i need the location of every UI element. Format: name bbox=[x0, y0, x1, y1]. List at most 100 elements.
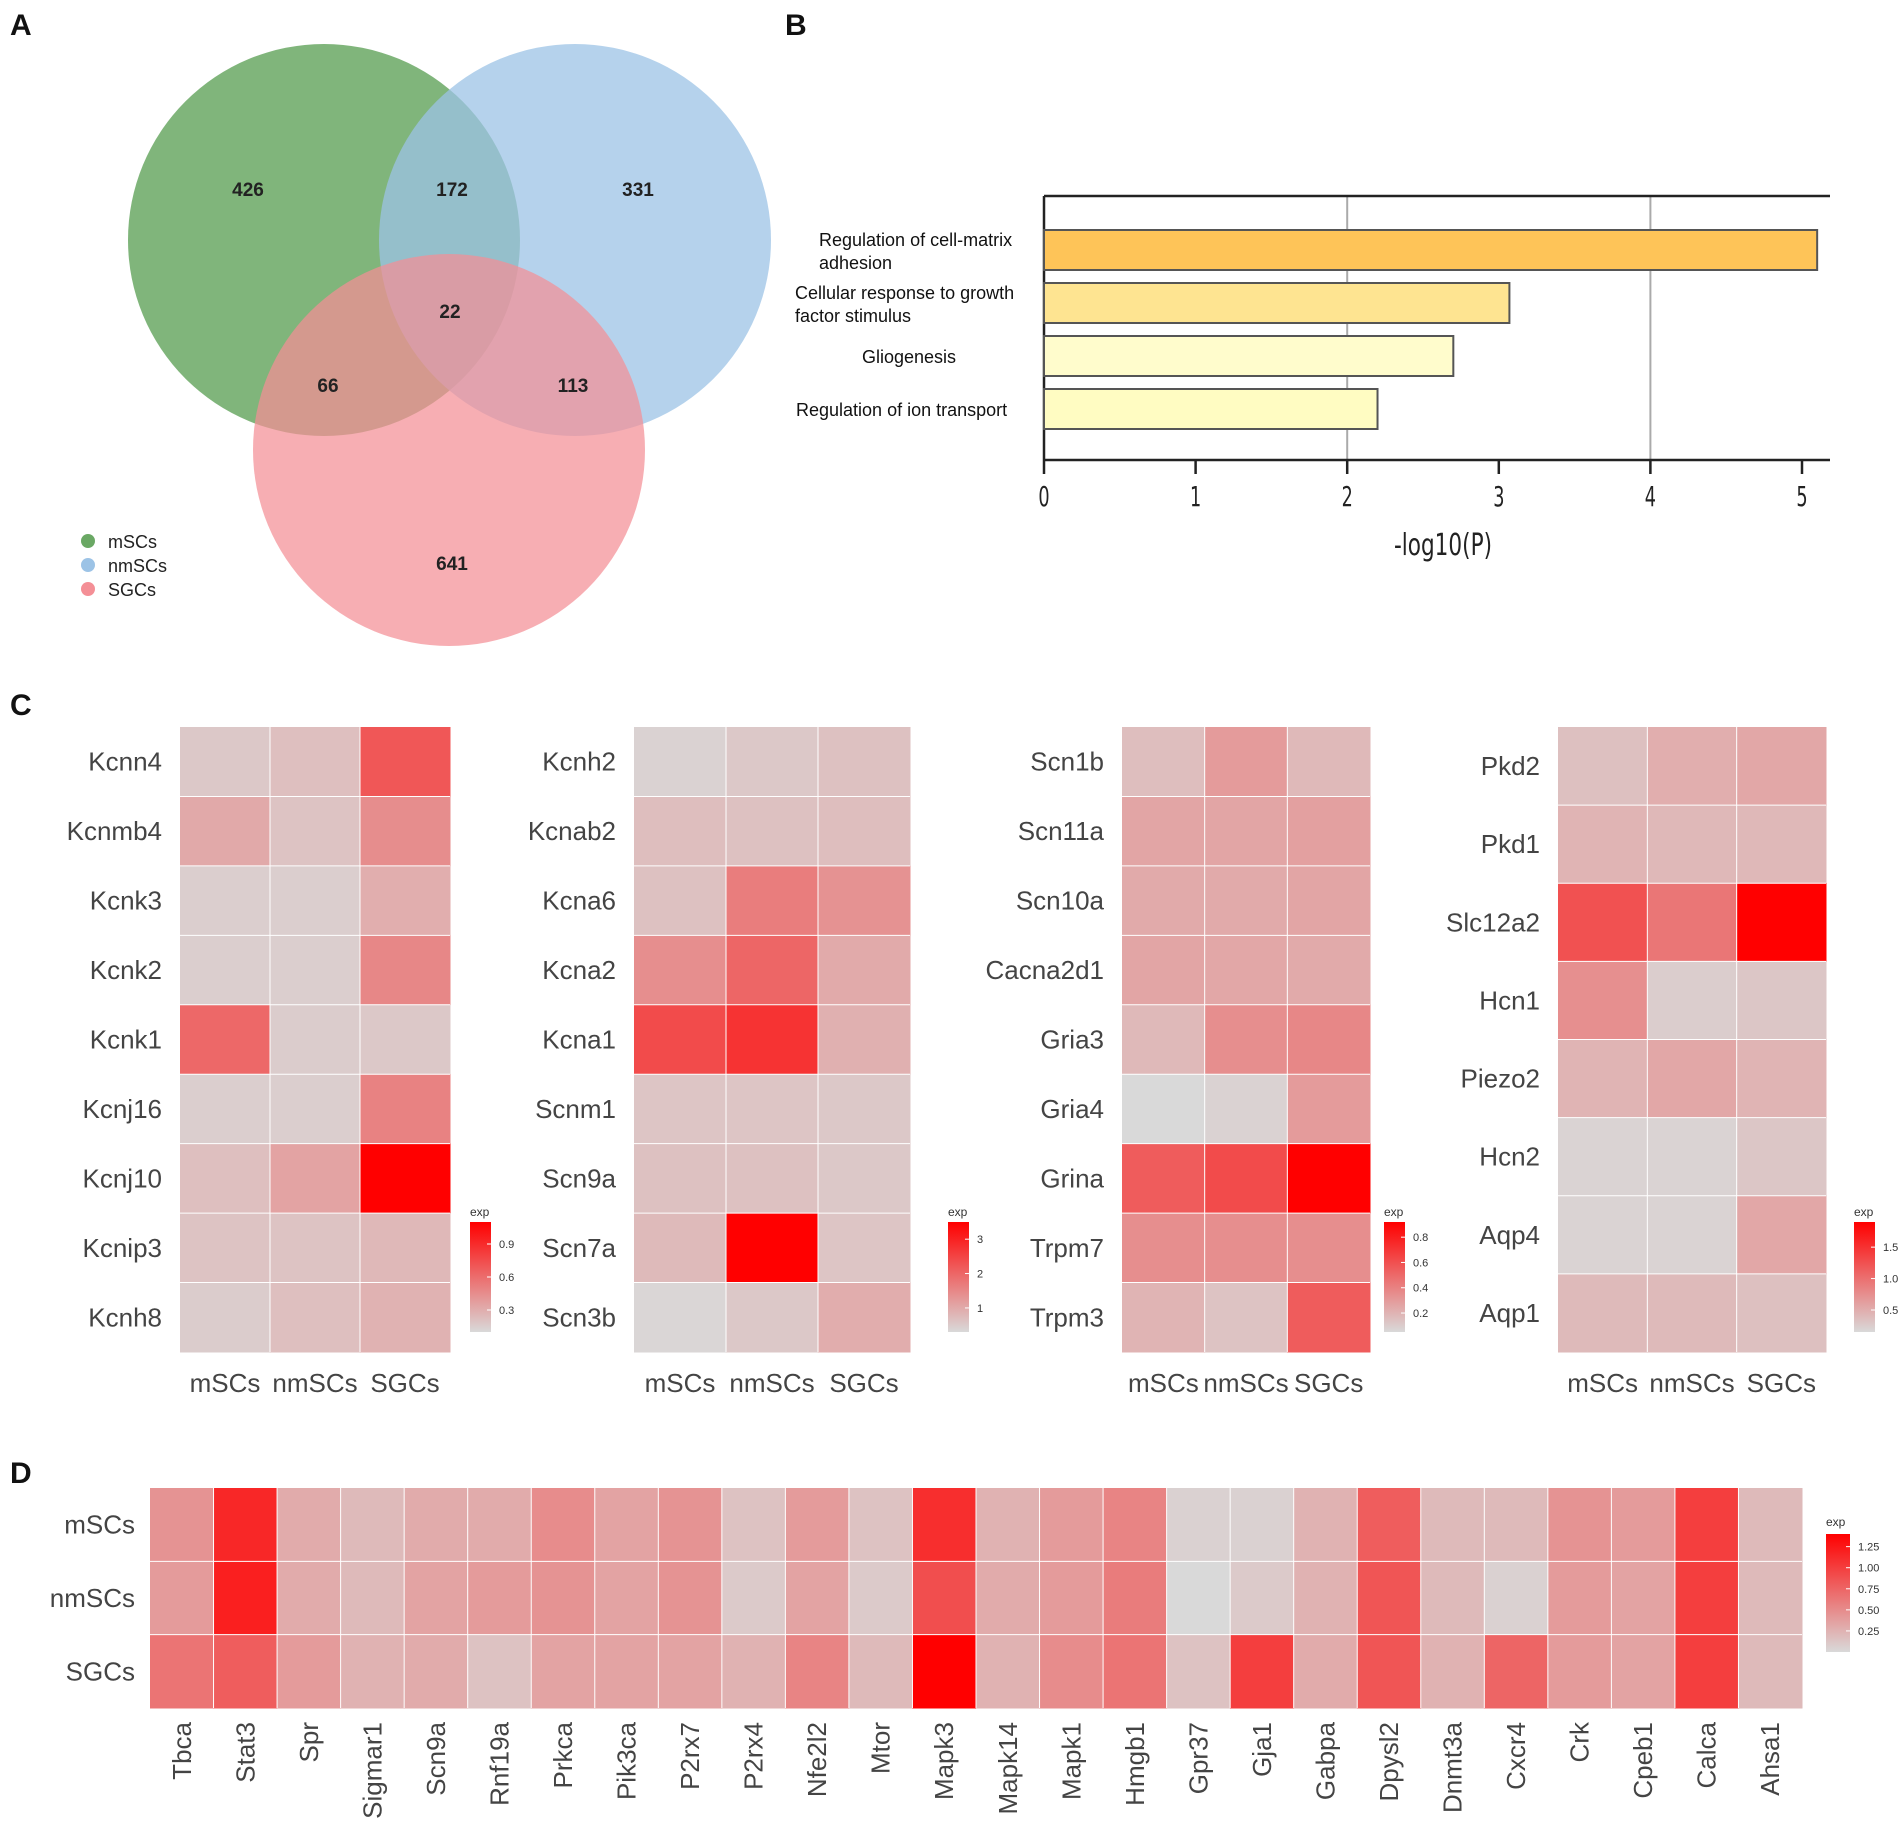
c4-cell-slc12a2-nmscs bbox=[1647, 883, 1738, 962]
c3-row-label: Scn1b bbox=[1030, 747, 1104, 777]
d-cell-sgcs-calca bbox=[1674, 1634, 1739, 1709]
d-cell-mscs-cxcr4 bbox=[1484, 1488, 1549, 1562]
d-cell-nmscs-gpr37 bbox=[1166, 1561, 1231, 1636]
c1-cell-kcnn4-sgcs bbox=[360, 727, 451, 797]
d-cell-nmscs-sigmar1 bbox=[340, 1561, 405, 1636]
d-cell-nmscs-stat3 bbox=[213, 1561, 278, 1636]
c1-row-label: Kcnip3 bbox=[83, 1233, 163, 1263]
c1-cell-kcnk2-sgcs bbox=[360, 935, 451, 1006]
d-cell-mscs-p2rx7 bbox=[658, 1488, 723, 1562]
c4-row-label: Hcn2 bbox=[1479, 1142, 1540, 1172]
bar-4 bbox=[1043, 388, 1379, 430]
c4-cell-pkd1-mscs bbox=[1558, 805, 1648, 884]
c3-cell-trpm3-nmscs bbox=[1204, 1282, 1288, 1353]
d-cell-mscs-rnf19a bbox=[467, 1488, 532, 1562]
c1-legend-bar bbox=[470, 1222, 491, 1332]
x-axis-title: -log10(P) bbox=[1394, 529, 1492, 563]
c3-cell-gria3-mscs bbox=[1122, 1004, 1206, 1075]
d-cell-mscs-dnmt3a bbox=[1420, 1488, 1485, 1562]
c2-row-label: Scn9a bbox=[542, 1163, 616, 1193]
c3-legend-tick-label: 0.8 bbox=[1413, 1232, 1428, 1244]
d-cell-nmscs-nfe2l2 bbox=[785, 1561, 850, 1636]
d-cell-mscs-pik3ca bbox=[594, 1488, 659, 1562]
legend-label-sgcs: SGCs bbox=[108, 580, 156, 600]
d-cell-sgcs-mapk3 bbox=[912, 1634, 977, 1709]
c1-cell-kcnk1-sgcs bbox=[360, 1004, 451, 1075]
c1-col-label: nmSCs bbox=[272, 1368, 357, 1398]
heatmap-c2: Kcnh2 Kcnab2 Kcna6 Kcna2 Kcna1 Scnm1 Scn9a Scn7… bbox=[528, 727, 983, 1398]
c3-cell-trpm3-mscs bbox=[1122, 1282, 1206, 1353]
d-row-label: mSCs bbox=[64, 1510, 135, 1540]
d-cell-mscs-gabpa bbox=[1293, 1488, 1358, 1562]
d-col-label: Gpr37 bbox=[1183, 1722, 1213, 1794]
c1-row-label: Kcnk2 bbox=[90, 955, 162, 985]
venn-count-sgcs-only: 641 bbox=[436, 554, 468, 575]
c1-cell-kcnj16-mscs bbox=[180, 1074, 271, 1145]
c2-row-label: Kcna2 bbox=[542, 955, 616, 985]
c3-legend-tick-label: 0.2 bbox=[1413, 1308, 1428, 1320]
c4-cell-pkd2-mscs bbox=[1558, 727, 1648, 806]
d-cell-sgcs-pik3ca bbox=[594, 1634, 659, 1709]
d-cell-sgcs-p2rx4 bbox=[721, 1634, 786, 1709]
x-tick-label-0: 0 bbox=[1038, 481, 1049, 513]
d-col-label: Spr bbox=[294, 1722, 324, 1763]
c3-cell-scn11a-mscs bbox=[1122, 796, 1206, 867]
c3-cell-grina-mscs bbox=[1122, 1143, 1206, 1214]
c4-cell-aqp4-nmscs bbox=[1647, 1195, 1738, 1275]
d-col-label: Dpysl2 bbox=[1374, 1722, 1404, 1801]
c2-cell-scn3b-nmscs bbox=[726, 1282, 819, 1353]
d-cell-sgcs-cxcr4 bbox=[1484, 1634, 1549, 1709]
c1-cell-kcnj10-nmscs bbox=[270, 1143, 361, 1214]
c3-row-label: Grina bbox=[1040, 1163, 1104, 1193]
c2-cell-kcna6-sgcs bbox=[818, 865, 911, 936]
d-cell-nmscs-cpeb1 bbox=[1611, 1561, 1676, 1636]
bar-label-4: Regulation of ion transport bbox=[796, 400, 1007, 420]
x-tick-label-4: 4 bbox=[1645, 481, 1656, 513]
c3-row-label: Gria3 bbox=[1040, 1025, 1104, 1055]
c3-cell-scn11a-sgcs bbox=[1287, 796, 1371, 867]
c2-legend-tick-label: 3 bbox=[977, 1234, 983, 1246]
d-col-label: Hmgb1 bbox=[1120, 1722, 1150, 1806]
c2-cell-kcna6-mscs bbox=[634, 865, 727, 936]
c1-cell-kcnip3-sgcs bbox=[360, 1213, 451, 1284]
c1-cell-kcnh8-nmscs bbox=[270, 1282, 361, 1353]
c3-col-label: mSCs bbox=[1128, 1368, 1199, 1398]
d-cell-nmscs-gja1 bbox=[1230, 1561, 1295, 1636]
c4-cell-hcn1-sgcs bbox=[1736, 961, 1827, 1040]
d-col-label: P2rx7 bbox=[675, 1722, 705, 1790]
panel-letter-a: A bbox=[10, 9, 32, 42]
c1-legend-tick-label: 0.3 bbox=[499, 1305, 514, 1317]
c4-cell-hcn2-nmscs bbox=[1647, 1117, 1738, 1197]
d-cell-nmscs-crk bbox=[1547, 1561, 1612, 1636]
x-tick-label-2: 2 bbox=[1342, 481, 1353, 513]
c1-cell-kcnmb4-mscs bbox=[180, 796, 271, 867]
c4-row-label: Hcn1 bbox=[1479, 985, 1540, 1015]
x-tick-label-3: 3 bbox=[1493, 481, 1504, 513]
c1-cell-kcnk1-nmscs bbox=[270, 1004, 361, 1075]
c1-cell-kcnip3-nmscs bbox=[270, 1213, 361, 1284]
c3-row-label: Cacna2d1 bbox=[985, 955, 1104, 985]
c3-cell-scn1b-mscs bbox=[1122, 727, 1206, 797]
venn-legend: mSCs nmSCs SGCs bbox=[81, 532, 167, 600]
d-cell-mscs-tbca bbox=[150, 1488, 215, 1562]
c4-row-label: Pkd2 bbox=[1481, 751, 1540, 781]
c1-cell-kcnj10-mscs bbox=[180, 1143, 271, 1214]
c3-cell-gria4-mscs bbox=[1122, 1074, 1206, 1145]
d-cell-mscs-spr bbox=[277, 1488, 342, 1562]
d-legend-bar bbox=[1826, 1534, 1850, 1652]
d-col-label: Cxcr4 bbox=[1501, 1722, 1531, 1790]
d-cell-mscs-ahsa1 bbox=[1738, 1488, 1803, 1562]
c3-row-label: Trpm3 bbox=[1030, 1302, 1104, 1332]
d-col-label: Mtor bbox=[866, 1722, 896, 1774]
d-legend-tick-label: 0.25 bbox=[1858, 1626, 1879, 1638]
d-col-label: Gja1 bbox=[1247, 1722, 1277, 1777]
c4-cell-piezo2-mscs bbox=[1558, 1039, 1648, 1119]
d-cell-sgcs-rnf19a bbox=[467, 1634, 532, 1709]
d-cell-mscs-mapk3 bbox=[912, 1488, 977, 1562]
c1-legend-title: exp bbox=[470, 1205, 490, 1219]
c3-cell-cacna2d1-nmscs bbox=[1204, 935, 1288, 1006]
c3-cell-gria3-nmscs bbox=[1204, 1004, 1288, 1075]
c1-legend-tick-label: 0.9 bbox=[499, 1239, 514, 1251]
c1-cell-kcnk3-mscs bbox=[180, 865, 271, 936]
c3-cell-trpm7-mscs bbox=[1122, 1213, 1206, 1284]
